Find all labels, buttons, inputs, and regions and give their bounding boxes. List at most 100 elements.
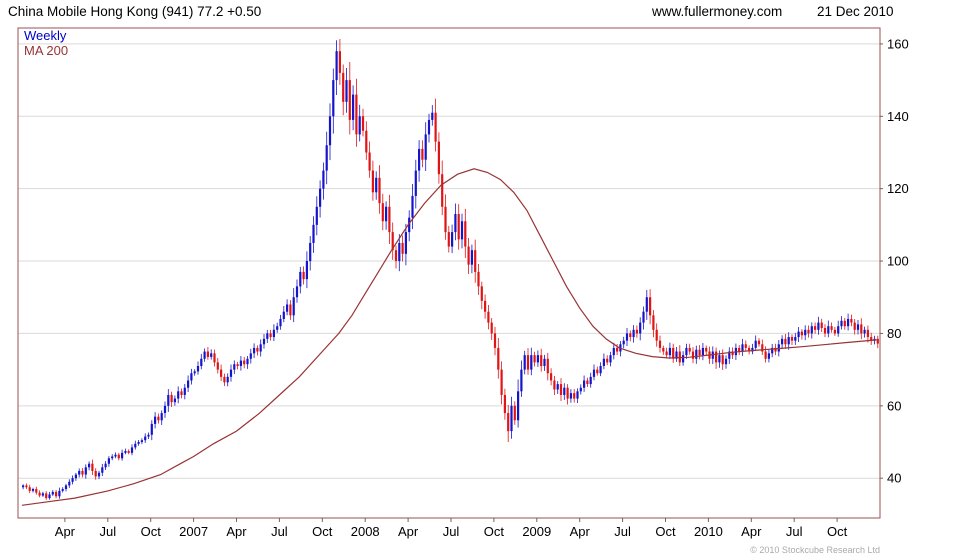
x-axis-label: Oct [827,524,848,539]
candle-body [289,304,292,316]
candle-body [74,474,77,479]
candle-body [144,436,147,441]
candle-body [451,232,454,247]
candle-body [41,493,44,496]
candle-body [361,116,365,131]
candle-body [51,491,54,495]
x-axis-label: Jul [614,524,631,539]
candle-body [269,333,272,338]
candle-body [688,347,691,352]
candle-body [559,384,563,395]
candle-body [675,351,678,359]
candle-body [754,340,757,348]
candle-body [579,387,582,392]
candle-body [563,387,566,395]
candle-body [196,366,200,372]
candle-body [817,322,820,330]
candle-body [134,443,137,448]
candle-body [236,364,239,367]
candle-body [111,456,114,459]
candle-body [68,481,71,486]
candle-body [117,454,120,459]
legend: Weekly MA 200 [24,28,68,58]
candle-body [114,454,117,457]
candle-body [157,416,160,421]
candle-body [187,380,190,388]
candle-body [408,217,411,233]
candle-body [507,413,510,432]
plot-frame [17,27,881,519]
candle-body [206,351,209,357]
candle-body [411,195,414,218]
candle-body [97,472,101,477]
candle-body [434,112,437,142]
candle-body [589,376,592,385]
candle-body [342,72,345,102]
candle-body [220,369,223,377]
candle-body [847,318,850,327]
candle-body [414,170,417,196]
chart-date: 21 Dec 2010 [817,4,894,19]
candle-body [480,286,483,301]
candle-body [596,369,599,374]
price-chart-svg: 40 60 80 100 120 140 160 Apr Jul Oct 2007 Apr Jul Oct… [17,27,909,539]
candle-body [606,358,609,363]
candle-body [398,242,401,262]
candle-body [484,300,487,312]
x-axis-label: Apr [741,524,762,539]
candle-body [130,447,134,453]
candle-body [490,322,493,334]
candle-body [88,463,91,468]
candle-body [276,326,279,330]
candle-body [332,80,335,117]
copyright-notice: © 2010 Stockcube Research Ltd [750,545,880,555]
candle-body [530,355,533,370]
candle-body [61,489,64,491]
candle-body [592,369,596,377]
x-axis-label: 2008 [351,524,380,539]
y-axis-label: 160 [887,36,909,51]
candle-body [253,347,256,354]
candle-body [738,347,741,352]
candle-body [757,340,761,345]
candle-body [632,329,635,338]
candle-body [748,347,751,352]
candle-body [213,353,216,363]
candle-body [365,130,368,153]
y-axis-label: 140 [887,109,909,124]
candle-body [583,380,586,388]
candle-body [173,398,176,403]
ma-200-line [21,168,877,506]
candle-body [243,360,246,365]
candle-body [503,394,506,414]
candle-body [820,322,823,329]
x-axis-label: Jul [443,524,460,539]
y-axis-label: 60 [887,398,901,413]
candle-body [853,322,856,330]
candle-body [550,373,553,381]
candle-body [266,333,269,339]
candle-body [368,152,371,171]
candle-body [394,250,398,262]
candle-body [705,347,708,352]
candle-body [546,358,549,374]
candle-body [421,148,424,160]
candle-body [127,451,130,453]
candle-body [147,434,150,437]
candle-body [804,329,807,336]
candle-body [810,326,813,334]
chart-title: China Mobile Hong Kong (941) 77.2 +0.50 [8,4,262,19]
candle-body [629,333,632,338]
candle-body [107,458,110,464]
candle-body [721,355,724,365]
candle-body [767,353,770,359]
legend-ma-200: MA 200 [24,43,69,58]
candle-body [35,489,38,493]
legend-weekly: Weekly [24,28,67,43]
candle-body [543,358,546,367]
candle-body [121,452,124,459]
candle-body [764,351,767,359]
candle-body [649,297,652,316]
candle-body [553,380,556,390]
candle-body [794,337,797,341]
